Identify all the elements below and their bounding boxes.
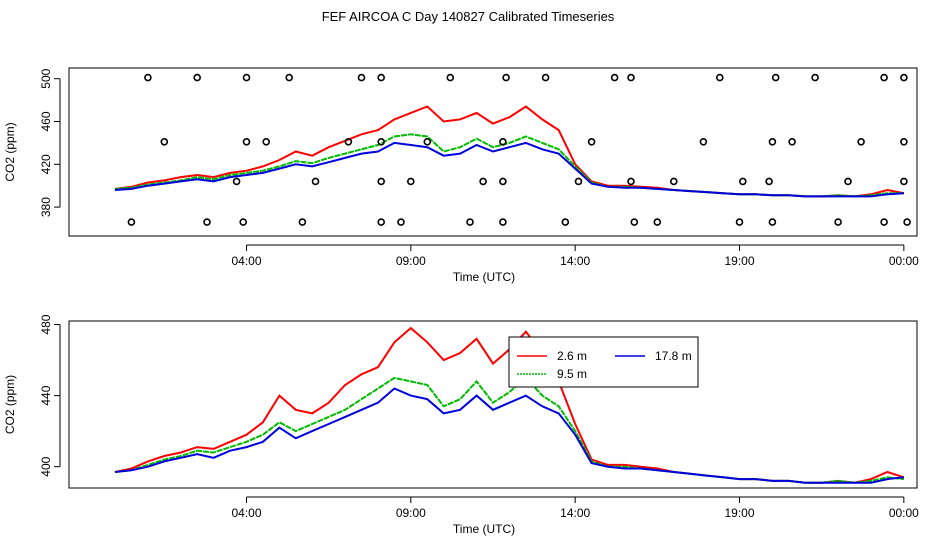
bottom-plot-frame xyxy=(68,320,918,489)
top-calibration-marker xyxy=(587,138,596,146)
top-calibration-marker xyxy=(242,138,251,146)
top-calibration-marker xyxy=(627,73,635,82)
top-plot-frame xyxy=(68,67,918,237)
top-calibration-marker xyxy=(627,177,635,186)
legend-label-9-5-m: 9.5 m xyxy=(557,367,587,381)
top-calibration-marker xyxy=(357,73,366,82)
bottom-x-axis-title: Time (UTC) xyxy=(453,522,515,536)
top-x-tick-label: 09:00 xyxy=(396,254,426,268)
top-calibration-marker xyxy=(561,218,570,226)
top-calibration-marker xyxy=(502,73,510,82)
bottom-series-9-5-m xyxy=(114,376,905,484)
bottom-y-tick-label: 440 xyxy=(39,385,53,405)
top-y-tick-label: 420 xyxy=(39,154,53,174)
top-calibration-marker xyxy=(900,73,908,82)
top-calibration-marker xyxy=(479,177,487,186)
top-calibration-marker xyxy=(574,177,583,186)
bottom-y-tick-label: 480 xyxy=(39,314,53,334)
top-calibration-marker xyxy=(768,218,777,226)
top-calibration-marker xyxy=(844,177,852,186)
top-calibration-marker xyxy=(499,177,507,186)
legend-box xyxy=(508,336,699,388)
top-calibration-marker xyxy=(242,73,251,82)
top-calibration-marker xyxy=(377,177,386,186)
top-calibration-marker xyxy=(834,218,842,226)
bottom-y-tick-label: 400 xyxy=(39,456,53,476)
legend-label-2-6-m: 2.6 m xyxy=(557,349,587,363)
top-calibration-marker xyxy=(630,218,639,226)
top-calibration-marker xyxy=(239,218,247,226)
top-calibration-marker xyxy=(788,138,796,146)
bottom-x-tick-label: 04:00 xyxy=(231,506,261,520)
top-calibration-marker xyxy=(406,177,415,186)
top-calibration-marker xyxy=(541,73,550,82)
top-calibration-marker xyxy=(699,138,708,146)
top-calibration-marker xyxy=(298,218,307,226)
top-calibration-marker xyxy=(466,218,474,226)
top-calibration-marker xyxy=(446,73,455,82)
top-calibration-marker xyxy=(232,177,241,186)
top-calibration-marker xyxy=(900,177,908,186)
top-calibration-marker xyxy=(768,138,777,146)
top-calibration-marker xyxy=(311,177,320,186)
bottom-x-tick-label: 00:00 xyxy=(889,506,919,520)
top-y-tick-label: 500 xyxy=(39,68,53,88)
top-calibration-marker xyxy=(735,218,744,226)
top-calibration-marker xyxy=(262,138,271,146)
bottom-y-axis-title: CO2 (ppm) xyxy=(3,375,17,434)
top-calibration-marker xyxy=(653,218,662,226)
top-x-axis-title: Time (UTC) xyxy=(453,270,515,284)
top-x-tick-label: 04:00 xyxy=(231,254,261,268)
top-panel xyxy=(54,67,918,251)
top-calibration-marker xyxy=(127,218,136,226)
top-calibration-marker xyxy=(423,138,432,146)
top-calibration-marker xyxy=(285,73,294,82)
legend-label-17-8-m: 17.8 m xyxy=(655,349,692,363)
top-calibration-marker xyxy=(669,177,678,186)
top-x-tick-label: 00:00 xyxy=(889,254,919,268)
bottom-x-tick-label: 14:00 xyxy=(560,506,590,520)
bottom-x-tick-label: 09:00 xyxy=(396,506,426,520)
figure-title: FEF AIRCOA C Day 140827 Calibrated Times… xyxy=(321,9,615,24)
top-calibration-marker xyxy=(377,218,386,226)
top-y-tick-label: 460 xyxy=(39,111,53,131)
top-calibration-marker xyxy=(880,218,888,226)
top-calibration-marker xyxy=(377,138,386,146)
top-calibration-marker xyxy=(738,177,747,186)
top-calibration-marker xyxy=(160,138,169,146)
bottom-series-17-8-m xyxy=(114,387,905,484)
top-calibration-marker xyxy=(397,218,405,226)
top-calibration-marker xyxy=(715,73,724,82)
top-calibration-marker xyxy=(203,218,211,226)
top-calibration-marker xyxy=(765,177,773,186)
top-calibration-marker xyxy=(811,73,819,82)
top-calibration-marker xyxy=(771,73,780,82)
top-calibration-marker xyxy=(880,73,888,82)
top-series-17-8-m xyxy=(114,141,904,198)
top-calibration-marker xyxy=(344,138,353,146)
top-calibration-marker xyxy=(144,73,152,82)
top-series-9-5-m xyxy=(114,133,904,198)
top-calibration-marker xyxy=(193,73,201,82)
top-y-axis-title: CO2 (ppm) xyxy=(3,122,17,181)
top-x-tick-label: 19:00 xyxy=(724,254,754,268)
top-calibration-marker xyxy=(499,218,507,226)
top-calibration-marker xyxy=(900,138,908,146)
top-calibration-marker xyxy=(499,138,507,146)
bottom-panel xyxy=(54,320,918,503)
top-calibration-marker xyxy=(903,218,911,226)
top-calibration-marker xyxy=(377,73,386,82)
bottom-x-tick-label: 19:00 xyxy=(724,506,754,520)
top-y-tick-label: 380 xyxy=(39,197,53,217)
top-calibration-marker xyxy=(857,138,865,146)
top-x-tick-label: 14:00 xyxy=(560,254,590,268)
top-calibration-marker xyxy=(610,73,619,82)
